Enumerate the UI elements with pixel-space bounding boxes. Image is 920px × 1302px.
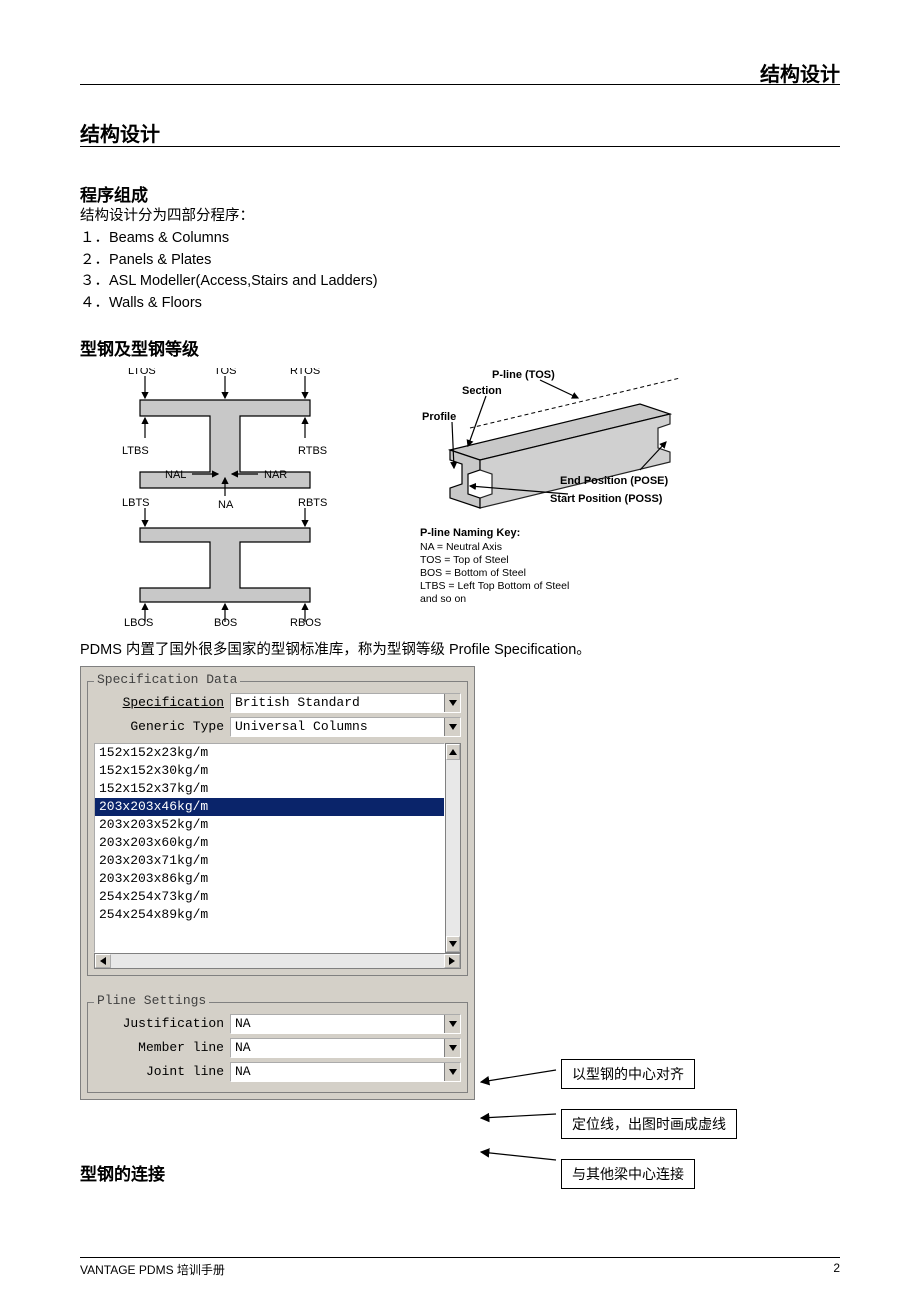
section-profiles: 型钢及型钢等级 LTOS TOS RTOS LTBS RTBS [80,335,840,628]
list-item[interactable]: 203x203x60kg/m [95,834,444,852]
header-rule [80,84,840,85]
profile-listbox[interactable]: 152x152x23kg/m152x152x30kg/m152x152x37kg… [94,743,445,953]
joint-line-value: NA [231,1063,444,1081]
member-line-dropdown[interactable]: NA [230,1038,461,1058]
key-line: LTBS = Left Top Bottom of Steel [420,580,569,592]
specification-dropdown[interactable]: British Standard [230,693,461,713]
list-item: ４．Walls & Floors [80,293,840,315]
label-ltos: LTOS [128,368,156,377]
footer: VANTAGE PDMS 培训手册 2 [80,1261,840,1278]
justification-dropdown[interactable]: NA [230,1014,461,1034]
chevron-down-icon[interactable] [444,1063,460,1081]
joint-line-dropdown[interactable]: NA [230,1062,461,1082]
scroll-right-icon[interactable] [444,954,460,968]
list-item[interactable]: 254x254x89kg/m [95,906,444,924]
chevron-down-icon[interactable] [444,694,460,712]
section-connection: 型钢的连接 [80,1160,165,1185]
member-line-value: NA [231,1039,444,1057]
sec2-heading: 型钢及型钢等级 [80,335,840,360]
list-item[interactable]: 152x152x23kg/m [95,744,444,762]
chevron-down-icon[interactable] [444,1039,460,1057]
label-nar: NAR [264,469,287,481]
scroll-left-icon[interactable] [95,954,111,968]
chevron-down-icon[interactable] [444,718,460,736]
list-item: ３．ASL Modeller(Access,Stairs and Ladders… [80,271,840,293]
key-title: P-line Naming Key: [420,527,520,539]
generic-type-value: Universal Columns [231,718,444,736]
callout-joint-line: 与其他梁中心连接 [561,1159,695,1189]
sec1-heading: 程序组成 [80,181,840,206]
sec1-intro: 结构设计分为四部分程序： [80,206,840,228]
sec3-intro: PDMS 内置了国外很多国家的型钢标准库，称为型钢等级 Profile Spec… [80,640,840,662]
label-pline: P-line (TOS) [492,369,555,381]
generic-type-label: Generic Type [94,719,224,734]
figure-ibeam-labels: LTOS TOS RTOS LTBS RTBS NAL NAR NA LBTS … [80,368,400,628]
label-bos: BOS [214,617,237,628]
label-rbts: RBTS [298,497,327,509]
specification-value: British Standard [231,694,444,712]
key-line: TOS = Top of Steel [420,554,509,566]
label-lbos: LBOS [124,617,153,628]
chevron-down-icon[interactable] [444,1015,460,1033]
callout-justification: 以型钢的中心对齐 [561,1059,695,1089]
page-number: 2 [833,1261,840,1278]
list-item: １．Beams & Columns [80,228,840,250]
list-item[interactable]: 152x152x30kg/m [95,762,444,780]
callout-member-line: 定位线，出图时画成虚线 [561,1109,737,1139]
spec-panel: Specification Data Specification British… [80,666,475,1100]
justification-value: NA [231,1015,444,1033]
main-title: 结构设计 [80,118,160,147]
figure-3d-profile: P-line (TOS) Section Profile End Positio… [410,368,710,628]
key-line: NA = Neutral Axis [420,541,502,553]
list-item[interactable]: 203x203x52kg/m [95,816,444,834]
member-line-label: Member line [94,1040,224,1055]
label-pose: End Position (POSE) [560,475,669,487]
generic-type-dropdown[interactable]: Universal Columns [230,717,461,737]
spec-data-group: Specification Data Specification British… [87,681,468,976]
label-nal: NAL [165,469,186,481]
scrollbar-track[interactable] [446,760,460,936]
spec-data-legend: Specification Data [94,672,240,687]
header-title: 结构设计 [760,58,840,87]
label-poss: Start Position (POSS) [550,493,663,505]
scroll-up-icon[interactable] [446,744,460,760]
list-item[interactable]: 152x152x37kg/m [95,780,444,798]
section-spec: PDMS 内置了国外很多国家的型钢标准库，称为型钢等级 Profile Spec… [80,640,840,1100]
horizontal-scrollbar[interactable] [94,953,461,969]
pline-legend: Pline Settings [94,993,209,1008]
list-item[interactable]: 254x254x73kg/m [95,888,444,906]
label-rbos: RBOS [290,617,321,628]
label-profile: Profile [422,411,456,423]
list-item: ２．Panels & Plates [80,250,840,272]
joint-line-label: Joint line [94,1064,224,1079]
list-item[interactable]: 203x203x71kg/m [95,852,444,870]
label-lbts: LBTS [122,497,150,509]
pline-settings-group: Pline Settings Justification NA Member l… [87,1002,468,1093]
label-na: NA [218,499,234,511]
section-programs: 程序组成 结构设计分为四部分程序： １．Beams & Columns ２．Pa… [80,181,840,315]
scrollbar-track[interactable] [111,954,444,968]
key-line: BOS = Bottom of Steel [420,567,526,579]
scroll-down-icon[interactable] [446,936,460,952]
label-section: Section [462,385,502,397]
vertical-scrollbar[interactable] [445,743,461,953]
footer-rule [80,1257,840,1258]
label-rtbs: RTBS [298,445,327,457]
list-item[interactable]: 203x203x86kg/m [95,870,444,888]
list-item[interactable]: 203x203x46kg/m [95,798,444,816]
sec4-heading: 型钢的连接 [80,1160,165,1185]
main-rule [80,146,840,147]
label-tos: TOS [214,368,236,377]
specification-button[interactable]: Specification [94,695,224,710]
profile-listbox-wrap: 152x152x23kg/m152x152x30kg/m152x152x37kg… [94,743,461,953]
callouts: 以型钢的中心对齐 定位线，出图时画成虚线 与其他梁中心连接 [561,1059,861,1209]
footer-left: VANTAGE PDMS 培训手册 [80,1261,225,1278]
justification-label: Justification [94,1016,224,1031]
key-line: and so on [420,593,466,605]
label-ltbs: LTBS [122,445,149,457]
label-rtos: RTOS [290,368,320,377]
